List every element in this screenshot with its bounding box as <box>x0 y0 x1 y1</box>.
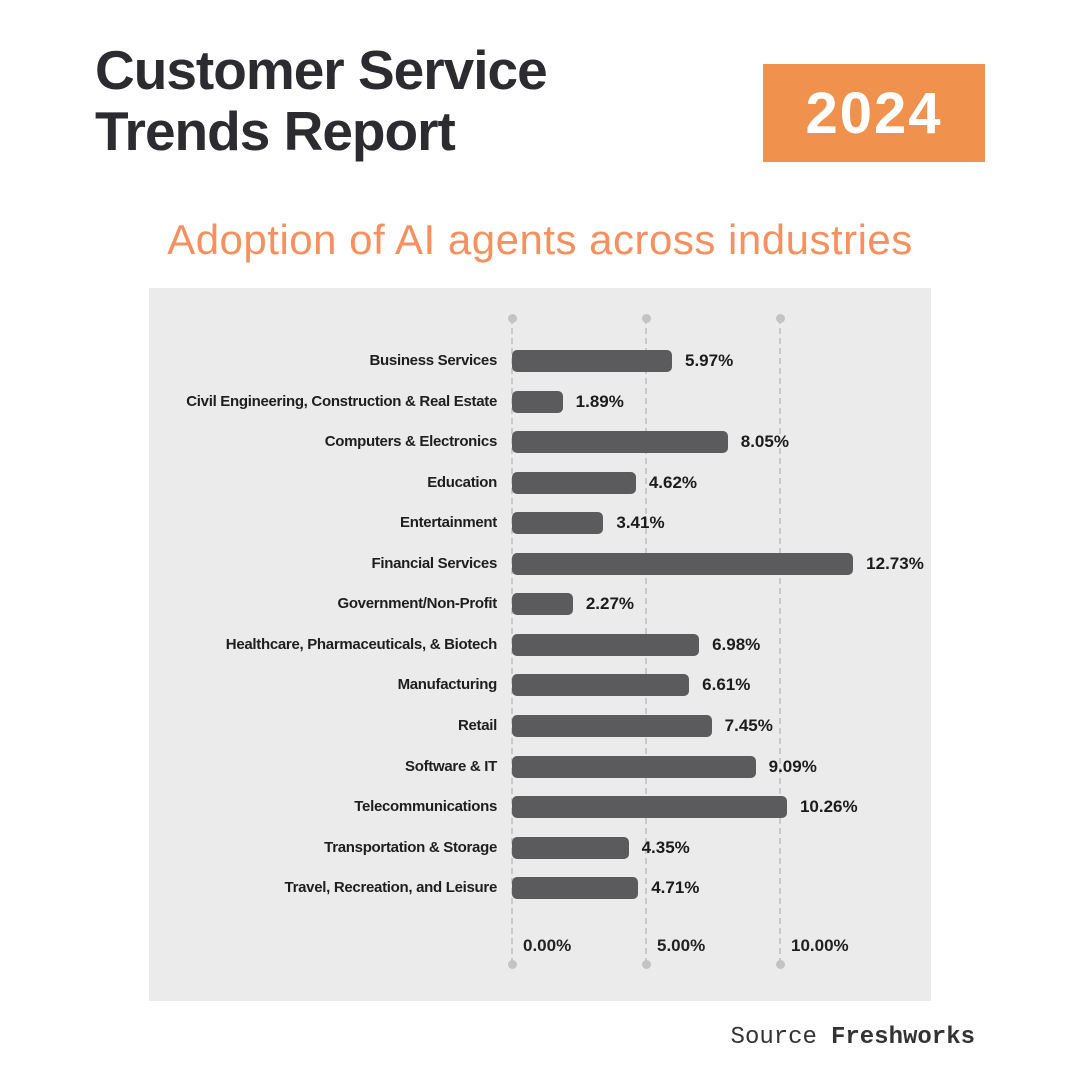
x-axis-tick-label: 5.00% <box>657 936 706 955</box>
category-label: Business Services <box>369 352 498 369</box>
value-label: 2.27% <box>585 594 635 614</box>
bar <box>512 877 639 900</box>
bar <box>512 593 573 616</box>
gridline-10 <box>779 318 781 964</box>
x-axis-tick-label: 0.00% <box>523 936 572 955</box>
gridline-top-dot-5 <box>641 313 651 323</box>
source-label: Source <box>730 1024 817 1051</box>
category-label: Entertainment <box>400 514 497 532</box>
gridline-bottom-dot-0 <box>507 959 517 969</box>
chart-subtitle: Adoption of AI agents across industries <box>167 216 913 263</box>
value-label: 4.62% <box>648 472 698 492</box>
category-label: Financial Services <box>371 554 497 572</box>
value-label: 3.41% <box>616 513 665 533</box>
gridline-top-dot-0 <box>507 313 517 323</box>
bar <box>512 431 728 454</box>
bar <box>512 471 636 494</box>
bar <box>512 512 604 535</box>
bar <box>512 390 563 413</box>
bar <box>512 674 690 697</box>
gridline-bottom-dot-5 <box>641 959 651 969</box>
bar <box>512 350 672 372</box>
page-title-line1: Customer Service <box>95 39 548 101</box>
category-label: Healthcare, Pharmaceuticals, & Biotech <box>225 635 498 653</box>
value-label: 12.73% <box>866 553 924 573</box>
category-label: Manufacturing <box>397 676 498 694</box>
category-label: Civil Engineering, Construction & Real E… <box>186 392 497 410</box>
category-label: Education <box>427 473 497 491</box>
value-label: 4.35% <box>641 837 690 857</box>
year-badge: 2024 <box>763 64 985 162</box>
category-label: Software & IT <box>405 757 497 775</box>
value-label: 7.45% <box>724 715 773 735</box>
value-label: 9.09% <box>768 756 817 776</box>
x-axis-tick-label: 10.00% <box>791 936 849 955</box>
year-badge-text: 2024 <box>805 80 943 146</box>
value-label: 10.26% <box>799 797 858 817</box>
value-label: 5.97% <box>684 351 734 370</box>
value-label: 6.98% <box>712 634 761 654</box>
category-label: Telecommunications <box>354 798 497 816</box>
gridline-top-dot-10 <box>775 313 785 323</box>
category-label: Travel, Recreation, and Leisure <box>284 879 498 897</box>
chart-panel: 0.00% 5.00% 10.00% Business Services 5.97% Ci… <box>149 288 931 1001</box>
page-title: Customer Service Trends Report <box>95 39 548 162</box>
page-title-line2: Trends Report <box>95 100 456 162</box>
bar <box>512 714 712 737</box>
value-label: 8.05% <box>740 432 789 452</box>
category-label: Retail <box>457 716 497 734</box>
bar <box>512 836 629 859</box>
bar <box>512 552 854 575</box>
bar <box>512 633 700 656</box>
source-value: Freshworks <box>830 1024 975 1051</box>
category-label: Government/Non-Profit <box>337 595 497 613</box>
category-label: Computers & Electronics <box>324 433 498 451</box>
gridline-bottom-dot-10 <box>775 959 785 969</box>
value-label: 1.89% <box>575 391 624 411</box>
value-label: 4.71% <box>651 878 700 898</box>
value-label: 6.61% <box>702 675 751 695</box>
bar <box>512 796 787 819</box>
category-label: Transportation & Storage <box>324 838 497 856</box>
bar <box>512 755 756 778</box>
source-attribution: Source Freshworks <box>731 1024 975 1052</box>
